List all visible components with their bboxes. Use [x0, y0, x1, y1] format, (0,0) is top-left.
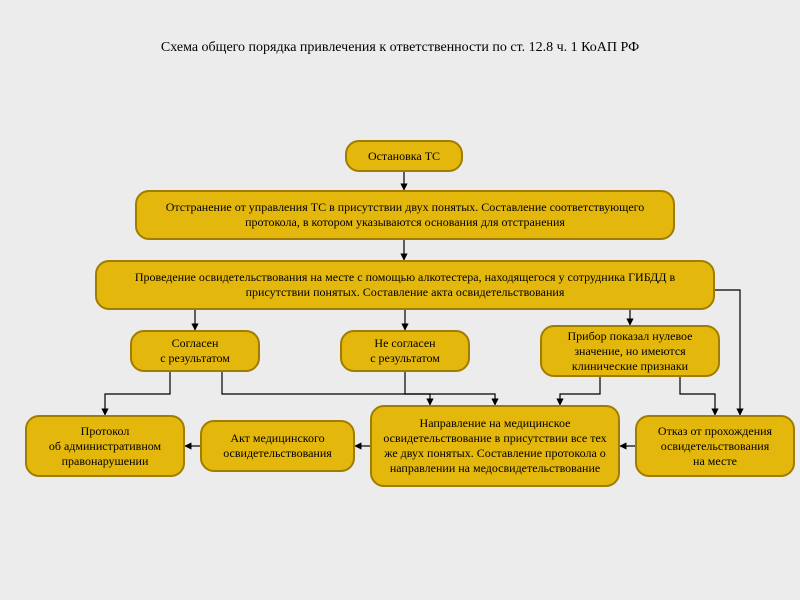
flow-node-n9: Направление на медицинское освидетельств… — [370, 405, 620, 487]
flow-node-n6: Прибор показал нулевое значение, но имею… — [540, 325, 720, 377]
flow-node-n10: Отказ от прохожденияосвидетельствованиян… — [635, 415, 795, 477]
flow-node-n4: Согласенс результатом — [130, 330, 260, 372]
edge-n4-n7 — [105, 372, 170, 415]
edge-n6-n9 — [560, 377, 600, 405]
edge-n6-n10 — [680, 377, 715, 415]
flow-node-n3: Проведение освидетельствования на месте … — [95, 260, 715, 310]
flow-node-n1: Остановка ТС — [345, 140, 463, 172]
edge-n4-n9 — [222, 372, 430, 405]
edge-n5-n9 — [405, 372, 495, 405]
flow-node-n2: Отстранение от управления ТС в присутств… — [135, 190, 675, 240]
flow-node-n7: Протоколоб административномправонарушени… — [25, 415, 185, 477]
flow-node-n5: Не согласенс результатом — [340, 330, 470, 372]
diagram-title: Схема общего порядка привлечения к ответ… — [0, 40, 800, 56]
flow-node-n8: Акт медицинскогоосвидетельствования — [200, 420, 355, 472]
